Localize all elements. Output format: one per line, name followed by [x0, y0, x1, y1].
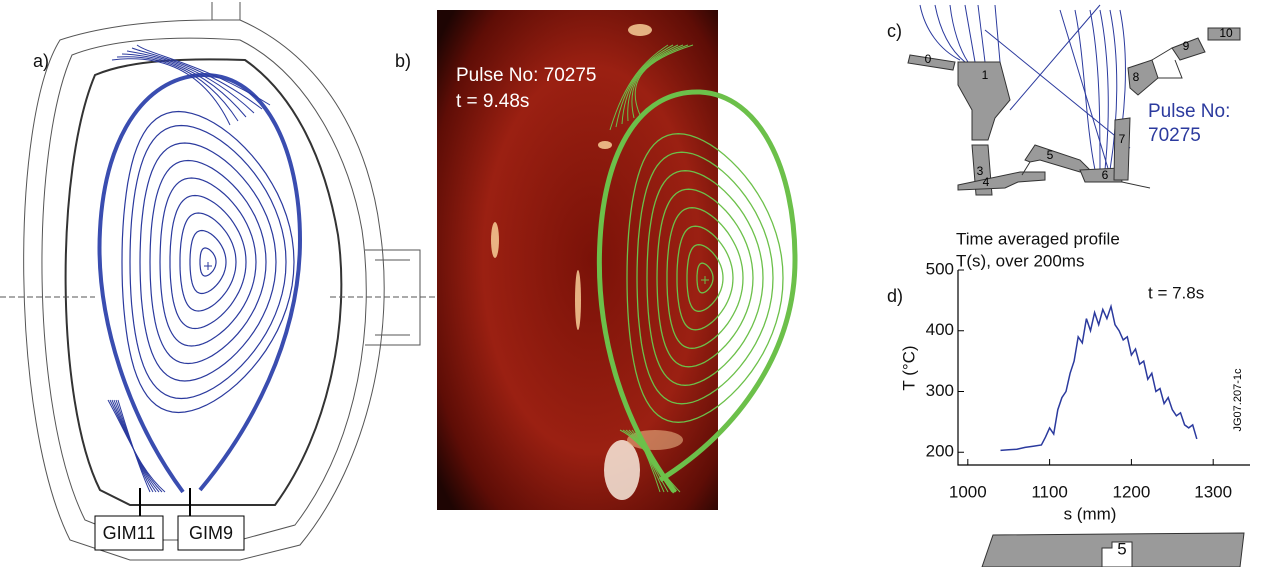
gim-label: GIM9 — [189, 523, 233, 543]
tile-number: 5 — [1117, 539, 1126, 558]
y-tick-label: 500 — [926, 259, 954, 278]
pulse-label: Pulse No: 70275 — [456, 65, 597, 86]
tile-number: 7 — [1119, 132, 1126, 146]
axis-line — [958, 270, 1250, 465]
tile-number: 9 — [1183, 39, 1190, 53]
tile-number: 5 — [1047, 148, 1054, 162]
figure-id: JG07.207-1c — [1232, 368, 1244, 431]
y-tick-label: 400 — [926, 320, 954, 339]
x-tick-label: 1200 — [1112, 482, 1150, 501]
x-tick-label: 1300 — [1194, 482, 1232, 501]
tile-number: 10 — [1219, 26, 1233, 40]
annotation: t = 7.8s — [1148, 283, 1204, 302]
tile-number: 1 — [982, 68, 989, 82]
tile-number: 8 — [1133, 70, 1140, 84]
y-axis-label: T (°C) — [899, 345, 918, 390]
divertor-lines — [920, 5, 1130, 175]
sol-line — [116, 57, 238, 492]
tile-number: 6 — [1102, 168, 1109, 182]
time-label: t = 9.48s — [456, 91, 529, 112]
axis-cross — [204, 262, 212, 270]
panel-label: b) — [395, 51, 411, 71]
panel-label: d) — [887, 286, 903, 306]
panel-label: c) — [887, 21, 902, 41]
tile-number: 0 — [925, 52, 932, 66]
x-tick-label: 1100 — [1031, 482, 1068, 501]
figure: GIM11 GIM9 a) Pulse No: 70275 t = 9.48s … — [0, 0, 1261, 567]
x-axis-label: s (mm) — [1064, 504, 1117, 523]
chart-title: Time averaged profile — [956, 229, 1120, 248]
pulse-label: 70275 — [1148, 125, 1201, 146]
tile-number: 4 — [983, 175, 990, 189]
chart-subtitle: T(s), over 200ms — [956, 251, 1084, 270]
pulse-label: Pulse No: — [1148, 101, 1230, 122]
panel-label: a) — [33, 51, 49, 71]
gim-label: GIM11 — [103, 523, 156, 543]
y-tick-label: 200 — [926, 442, 954, 461]
separatrix — [100, 75, 300, 492]
y-tick-label: 300 — [926, 381, 954, 400]
flux-surfaces-a — [100, 45, 300, 492]
x-tick-label: 1000 — [949, 482, 987, 501]
data-line — [1001, 306, 1197, 450]
